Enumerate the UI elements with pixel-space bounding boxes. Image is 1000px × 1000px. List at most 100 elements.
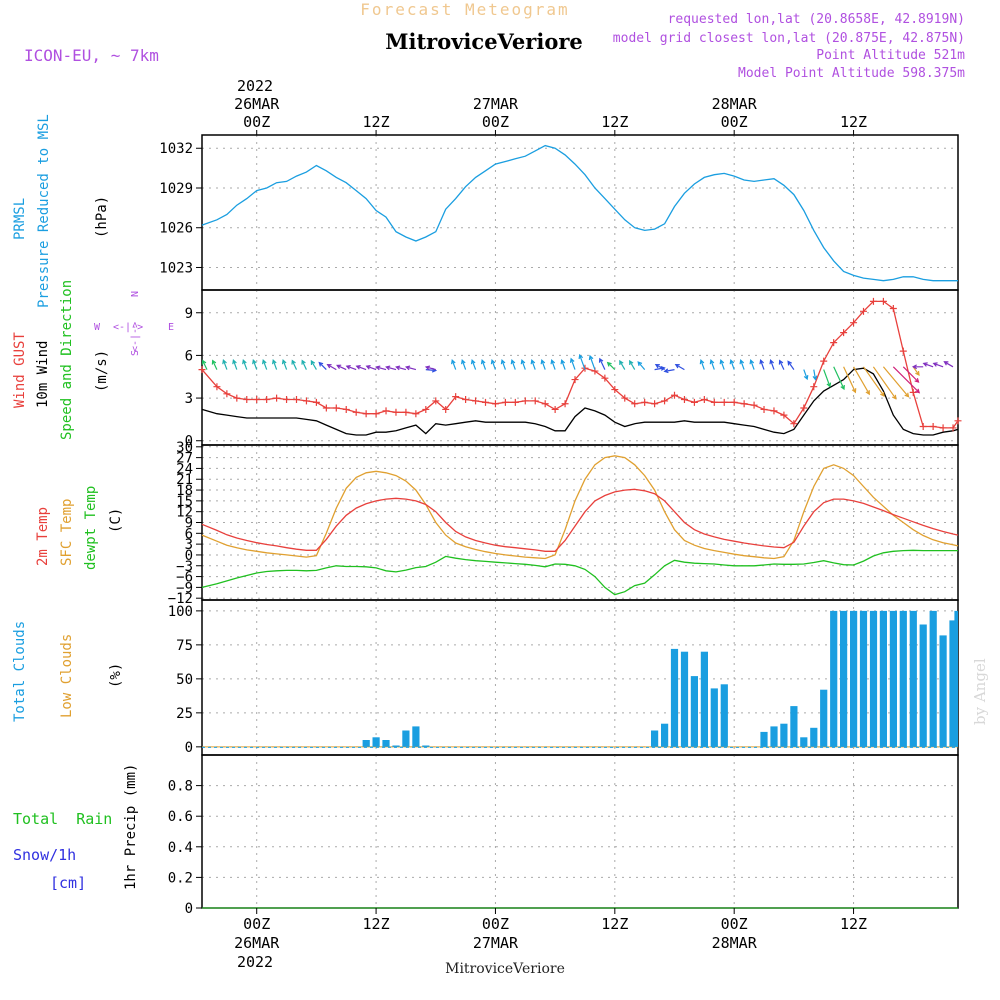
top-date-label-2: 27MAR <box>473 95 519 113</box>
gust-marker <box>740 400 748 408</box>
cloud-bar-28 <box>879 610 887 747</box>
wind-direction-arrow-56 <box>778 359 785 370</box>
gust-marker <box>511 398 519 406</box>
gust-marker <box>382 407 390 415</box>
gust-marker <box>661 397 669 405</box>
compass-rose: N S W E <-|-> <-|-> <box>94 291 174 356</box>
bottom-date-label-2: 27MAR <box>473 934 519 952</box>
wind-direction-arrow-50 <box>719 359 725 370</box>
compass-e: E <box>168 322 174 333</box>
cloud-bar-14 <box>720 684 728 747</box>
gust-marker <box>482 398 489 406</box>
pressure-unit: (hPa) <box>94 196 110 238</box>
compass-arrows: <-|-> <box>113 322 143 333</box>
wind-direction-arrow-4 <box>242 359 248 370</box>
compass-arrows-vertical: <-|-> <box>130 322 141 352</box>
gust-marker <box>850 319 858 327</box>
wind-direction-arrow-8 <box>281 359 288 370</box>
gust-marker <box>889 304 897 312</box>
gust-marker <box>322 404 330 412</box>
gust-marker <box>233 394 241 402</box>
closest-coords: model grid closest lon,lat (20.875E, 42.… <box>613 31 965 46</box>
gust-marker <box>372 410 380 418</box>
gust-marker <box>472 397 480 405</box>
wind-direction-arrow-21 <box>404 365 417 371</box>
top-tick-label-5: 12Z <box>840 113 867 131</box>
gust-marker <box>820 357 828 365</box>
bottom-tick-label-3: 12Z <box>601 915 628 933</box>
wind-direction-arrow-60 <box>823 369 832 388</box>
snow-label: Snow/1h <box>13 846 76 864</box>
wind-direction-arrow-0 <box>201 359 208 370</box>
wind-direction-arrow-51 <box>729 359 735 370</box>
cloud-bar-4 <box>402 730 410 747</box>
gust-marker <box>312 398 320 406</box>
wind-direction-arrow-17 <box>365 365 377 371</box>
gust-marker <box>501 398 509 406</box>
gust-marker <box>601 374 609 382</box>
compass-w: W <box>94 322 101 333</box>
cloud-bar-20 <box>800 737 808 747</box>
cloud-bar-6 <box>422 745 430 747</box>
gust-marker <box>302 397 310 405</box>
gust-marker <box>402 408 410 416</box>
top-tick-label-3: 12Z <box>601 113 628 131</box>
pressure-label-b: Pressure Reduced to MSL <box>36 114 52 308</box>
cloud-bar-9 <box>670 648 679 747</box>
gust-marker <box>462 395 470 403</box>
gust-marker <box>551 405 559 413</box>
cloud-bar-8 <box>661 723 669 747</box>
clouds-unit: (%) <box>108 663 124 688</box>
cloud-bar-33 <box>929 610 937 747</box>
ytick-label-4-4: 0.8 <box>168 779 193 795</box>
gust-marker <box>860 307 867 315</box>
gust-marker <box>954 417 962 425</box>
wind-direction-arrow-11 <box>310 359 317 370</box>
wind-direction-arrow-54 <box>759 359 765 370</box>
gust-marker <box>939 424 947 432</box>
ytick-label-2-14: 30 <box>176 440 193 456</box>
wind-direction-arrow-30 <box>510 359 516 370</box>
cloud-bar-16 <box>760 731 768 747</box>
gust-marker <box>800 404 808 412</box>
clouds-panel: Total Clouds Low Clouds (%) 0 25 50 75 100 <box>12 599 959 756</box>
cloud-bar-11 <box>690 676 698 747</box>
ytick-label-2-0: −12 <box>168 591 193 607</box>
top-tick-label-2: 00Z <box>482 113 509 131</box>
gust-marker <box>442 405 450 413</box>
wind-direction-arrow-69 <box>912 366 920 377</box>
wind-direction-arrow-52 <box>739 359 745 370</box>
cloud-bar-12 <box>700 651 708 747</box>
bottom-tick-label-5: 12Z <box>840 915 867 933</box>
snow-unit-label: [cm] <box>50 874 86 892</box>
wind-direction-arrow-16 <box>355 365 367 371</box>
gust-marker <box>730 398 738 406</box>
gust-marker <box>879 297 887 305</box>
wind-direction-arrow-67 <box>892 366 921 394</box>
gust-marker <box>611 386 619 394</box>
wind-direction-arrow-45 <box>654 363 665 371</box>
gust-marker <box>273 394 281 402</box>
ytick-label-2-10: 18 <box>176 483 193 499</box>
gust-marker <box>452 393 460 401</box>
dewpoint-line <box>201 549 958 596</box>
cloud-bar-34 <box>939 635 947 747</box>
ytick-label-2-11: 21 <box>176 472 193 488</box>
ytick-label-2-1: −9 <box>176 580 193 596</box>
cloud-bar-0 <box>362 740 370 747</box>
wind-direction-arrow-40 <box>606 361 616 371</box>
wind-unit: (m/s) <box>94 350 110 392</box>
cloud-bar-19 <box>790 706 798 747</box>
ytick-label-0-0: 1023 <box>159 260 193 276</box>
gust-marker <box>342 405 350 413</box>
ytick-label-4-1: 0.2 <box>168 870 193 886</box>
point-altitude: Point Altitude 521m <box>816 48 965 63</box>
wind-direction-arrow-35 <box>560 359 566 370</box>
wind-direction-arrow-38 <box>588 354 596 370</box>
cloud-bar-22 <box>820 689 828 747</box>
wind-direction-arrow-19 <box>385 365 397 371</box>
gust-marker <box>432 397 440 405</box>
bottom-tick-label-2: 00Z <box>482 915 509 933</box>
ytick-label-1-2: 6 <box>185 348 193 364</box>
